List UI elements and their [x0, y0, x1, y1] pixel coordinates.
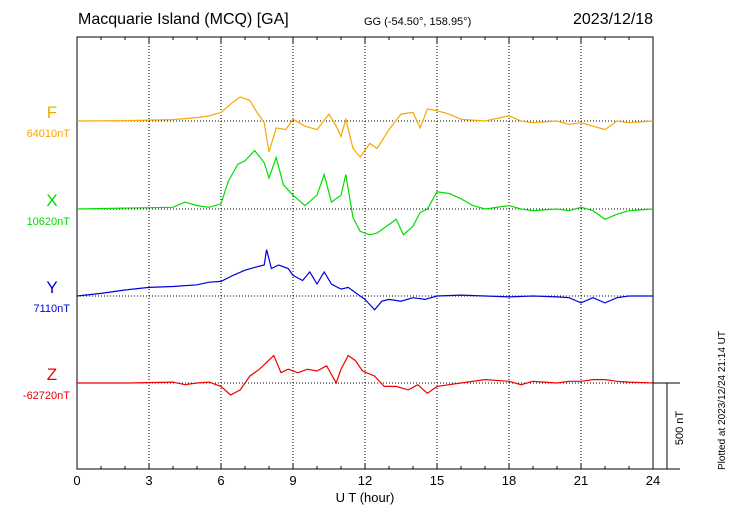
x-tick-label: 0 [73, 473, 80, 488]
station-title: Macquarie Island (MCQ) [GA] [78, 11, 289, 28]
series-line-X [76, 149, 654, 236]
x-tick-label: 6 [217, 473, 224, 488]
series-baseline-X: 10620nT [27, 216, 71, 228]
x-tick-label: 15 [430, 473, 444, 488]
x-tick-label: 12 [358, 473, 372, 488]
x-axis-label: U T (hour) [336, 490, 395, 505]
series-line-Y [76, 249, 653, 311]
station-coords: GG (-54.50°, 158.95°) [364, 16, 472, 28]
series-line-Z [77, 354, 654, 396]
scale-bar-label: 500 nT [674, 411, 686, 446]
series-name-F: F [47, 103, 57, 122]
x-tick-label: 3 [145, 473, 152, 488]
series-name-Y: Y [46, 278, 57, 297]
series-baseline-Y: 7110nT [34, 303, 71, 315]
series-line-F [76, 96, 654, 159]
x-tick-label: 21 [574, 473, 588, 488]
series-name-X: X [46, 191, 57, 210]
x-tick-label: 9 [289, 473, 296, 488]
x-tick-label: 24 [646, 473, 660, 488]
plotted-timestamp: Plotted at 2023/12/24 21:14 UT [717, 331, 728, 470]
series-baseline-F: 64010nT [27, 128, 71, 140]
x-tick-label: 18 [502, 473, 516, 488]
series-baseline-Z: -62720nT [23, 390, 70, 402]
chart-date: 2023/12/18 [573, 11, 654, 28]
series-name-Z: Z [47, 365, 57, 384]
